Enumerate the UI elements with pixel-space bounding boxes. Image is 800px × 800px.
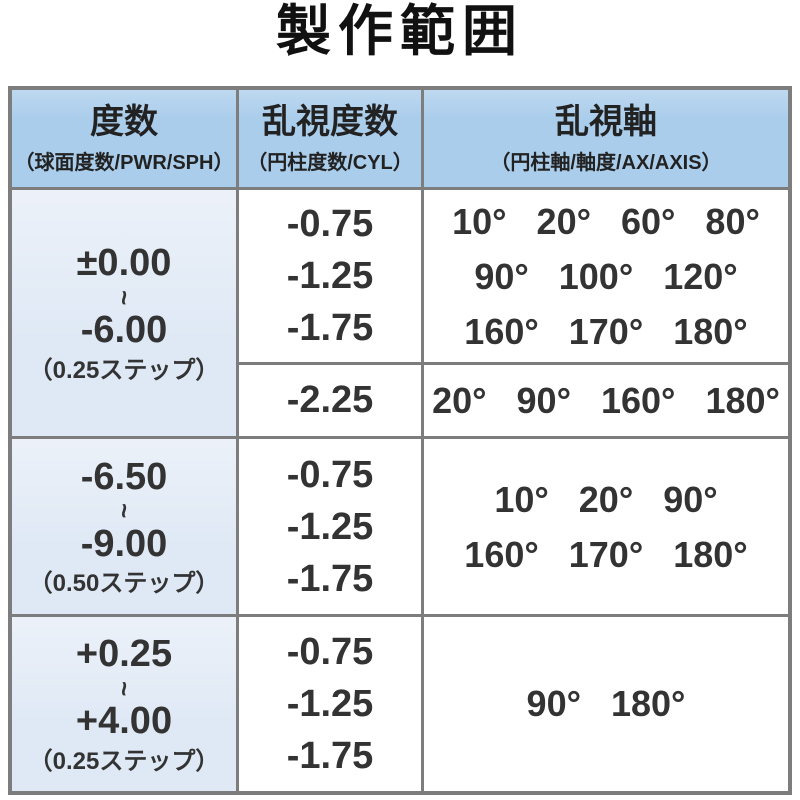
axis-cell: 90° 180° <box>424 617 788 791</box>
axis-cell: 20° 90° 160° 180° <box>424 365 788 439</box>
cylinder-value: -1.25 <box>286 505 374 548</box>
power-step: （0.25ステップ） <box>28 747 220 775</box>
axis-cell: 10° 20° 60° 80° 90° 100° 120° 160° 170° … <box>424 190 788 365</box>
power-range-cell: ±0.00 ~ -6.00 （0.25ステップ） <box>12 190 239 439</box>
axis-values-line: 160° 170° 180° <box>464 310 748 352</box>
axis-values-line: 90° 180° <box>526 683 686 725</box>
power-from: ±0.00 <box>76 242 172 285</box>
cylinder-cell: -2.25 <box>239 365 424 439</box>
header-cell-cylinder: 乱視度数 （円柱度数/CYL） <box>239 90 424 190</box>
header-power-main: 度数 <box>90 103 158 142</box>
cylinder-value: -0.75 <box>286 203 374 245</box>
cylinder-value: -1.25 <box>286 255 374 297</box>
page-title: 製作範囲 <box>275 0 524 62</box>
range-tilde: ~ <box>109 289 140 305</box>
cylinder-cell: -0.75 -1.25 -1.75 <box>239 617 424 791</box>
header-power-sub: （球面度数/PWR/SPH） <box>14 151 234 174</box>
header-axis-main: 乱視軸 <box>555 103 657 142</box>
power-to: +4.00 <box>75 700 173 743</box>
power-step: （0.50ステップ） <box>28 570 220 598</box>
cylinder-value: -0.75 <box>286 631 374 673</box>
header-axis-sub: （円柱軸/軸度/AX/AXIS） <box>490 151 722 174</box>
power-from: -6.50 <box>80 455 168 498</box>
axis-cell: 10° 20° 90° 160° 170° 180° <box>424 439 788 617</box>
header-cylinder-sub: （円柱度数/CYL） <box>247 151 413 174</box>
header-cell-power: 度数 （球面度数/PWR/SPH） <box>12 90 239 190</box>
axis-values-line: 160° 170° 180° <box>464 533 748 575</box>
header-cell-axis: 乱視軸 （円柱軸/軸度/AX/AXIS） <box>424 90 788 190</box>
cylinder-value: -1.75 <box>286 735 374 777</box>
power-range-cell: +0.25 ~ +4.00 （0.25ステップ） <box>12 617 239 791</box>
axis-values-line: 90° 100° 120° <box>474 255 738 297</box>
power-range-cell: -6.50 ~ -9.00 （0.50ステップ） <box>12 439 239 617</box>
power-to: -6.00 <box>80 309 168 352</box>
power-step: （0.25ステップ） <box>28 356 220 384</box>
production-range-table: 度数 （球面度数/PWR/SPH） 乱視度数 （円柱度数/CYL） 乱視軸 （円… <box>8 86 792 795</box>
cylinder-value: -0.75 <box>286 453 374 496</box>
cylinder-value: -1.75 <box>286 557 374 600</box>
axis-values-line: 10° 20° 60° 80° <box>452 200 760 242</box>
axis-values-line: 20° 90° 160° 180° <box>432 379 780 421</box>
range-tilde: ~ <box>109 680 140 696</box>
power-from: +0.25 <box>75 633 173 676</box>
cylinder-value: -2.25 <box>286 378 374 421</box>
power-to: -9.00 <box>80 522 168 565</box>
cylinder-cell: -0.75 -1.25 -1.75 <box>239 439 424 617</box>
cylinder-cell: -0.75 -1.25 -1.75 <box>239 190 424 365</box>
cylinder-value: -1.25 <box>286 683 374 725</box>
range-tilde: ~ <box>109 503 140 519</box>
cylinder-value: -1.75 <box>286 307 374 349</box>
header-cylinder-main: 乱視度数 <box>262 103 398 142</box>
axis-values-line: 10° 20° 90° <box>494 478 718 520</box>
